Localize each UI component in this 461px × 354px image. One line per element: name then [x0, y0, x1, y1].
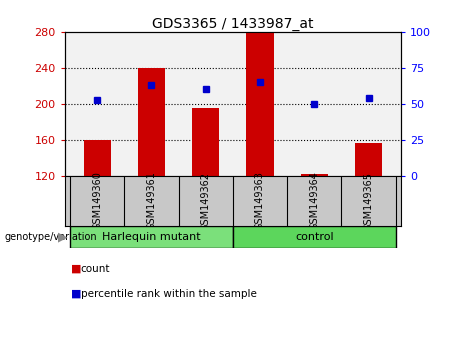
Text: count: count [81, 264, 110, 274]
Text: GSM149361: GSM149361 [147, 172, 156, 230]
Text: GSM149365: GSM149365 [364, 172, 373, 230]
Bar [192, 108, 219, 176]
Text: GSM149364: GSM149364 [309, 172, 319, 230]
Title: GDS3365 / 1433987_at: GDS3365 / 1433987_at [152, 17, 313, 31]
Bar [246, 32, 273, 176]
Bar [138, 68, 165, 176]
Text: percentile rank within the sample: percentile rank within the sample [81, 289, 257, 299]
Text: ■: ■ [71, 264, 82, 274]
Text: GSM149362: GSM149362 [201, 172, 211, 230]
Text: ■: ■ [71, 289, 82, 299]
Text: GSM149363: GSM149363 [255, 172, 265, 230]
Bar [301, 174, 328, 176]
Text: GSM149360: GSM149360 [92, 172, 102, 230]
Text: ▶: ▶ [58, 230, 67, 244]
Bar [83, 140, 111, 176]
Text: control: control [295, 232, 334, 242]
Bar [233, 226, 396, 248]
Text: genotype/variation: genotype/variation [5, 232, 97, 242]
Bar [70, 226, 233, 248]
Bar [355, 143, 382, 176]
Text: Harlequin mutant: Harlequin mutant [102, 232, 201, 242]
